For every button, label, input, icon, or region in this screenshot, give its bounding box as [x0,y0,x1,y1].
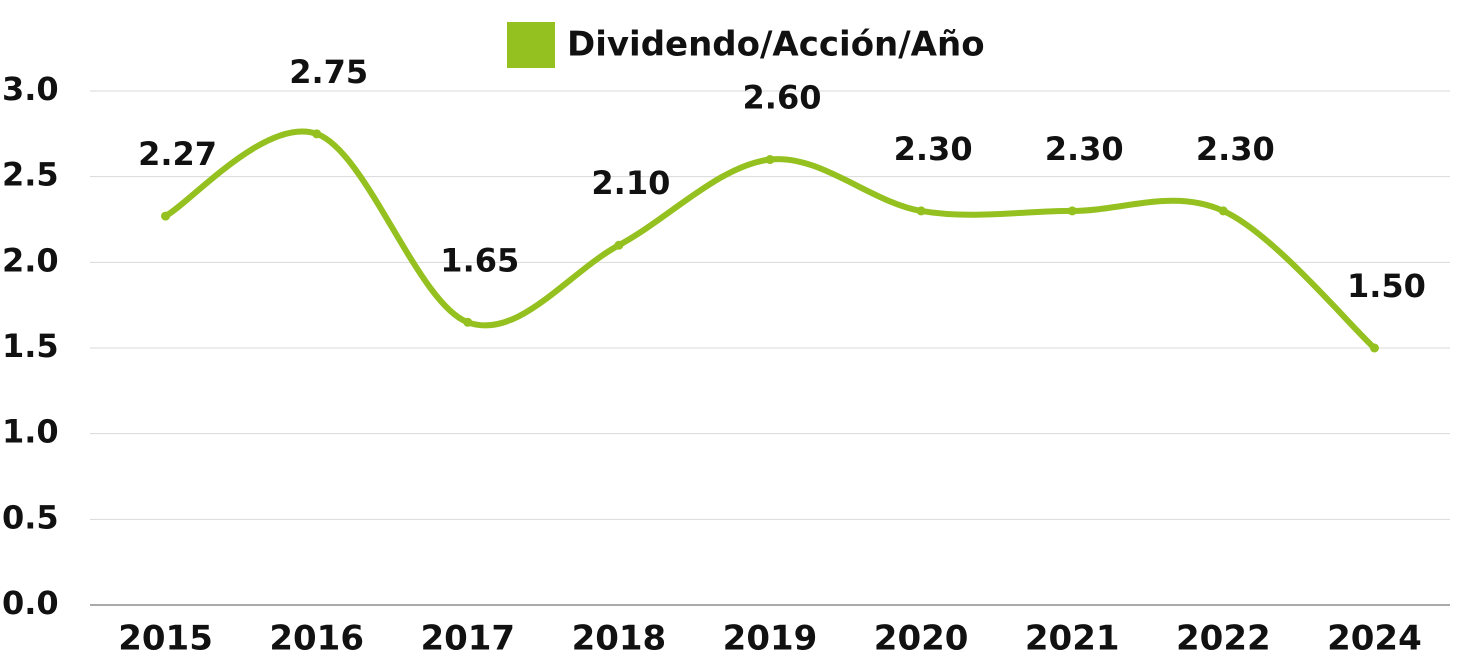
y-tick-label: 2.5 [2,156,59,194]
x-tick-label: 2015 [118,619,213,658]
y-tick-label: 2.0 [2,241,59,279]
point [1369,343,1379,353]
line [162,128,1378,351]
point [1218,206,1228,216]
data-label: 2.30 [894,130,973,168]
x-tick-label: 2017 [420,619,515,658]
point [463,317,473,327]
x-tick-label: 2022 [1176,619,1271,658]
point [916,206,926,216]
y-tick-label: 3.0 [2,70,59,108]
point [1067,206,1077,216]
y-tick-label: 0.0 [2,584,59,622]
x-tick-label: 2024 [1327,619,1422,658]
y-tick-label: 1.5 [2,327,59,365]
data-label: 2.27 [138,135,217,173]
data-label: 1.50 [1347,267,1426,305]
point [312,129,322,139]
data-label: 2.30 [1196,130,1275,168]
data-label: 2.30 [1045,130,1124,168]
x-tick-label: 2020 [874,619,969,658]
data-label: 2.60 [743,79,822,117]
data-label: 2.10 [591,164,670,202]
data-label: 1.65 [440,241,519,279]
point [614,240,624,250]
legend-swatch [507,22,555,68]
x-tick-label: 2019 [723,619,818,658]
data-label: 2.75 [289,53,368,91]
y-tick-label: 1.0 [2,413,59,451]
point [765,155,775,165]
legend-label: Dividendo/Acción/Año [567,25,985,65]
point [161,211,171,221]
y-tick-label: 0.5 [2,498,59,536]
x-tick-label: 2016 [269,619,364,658]
x-tick-label: 2018 [572,619,667,658]
x-tick-label: 2021 [1025,619,1120,658]
